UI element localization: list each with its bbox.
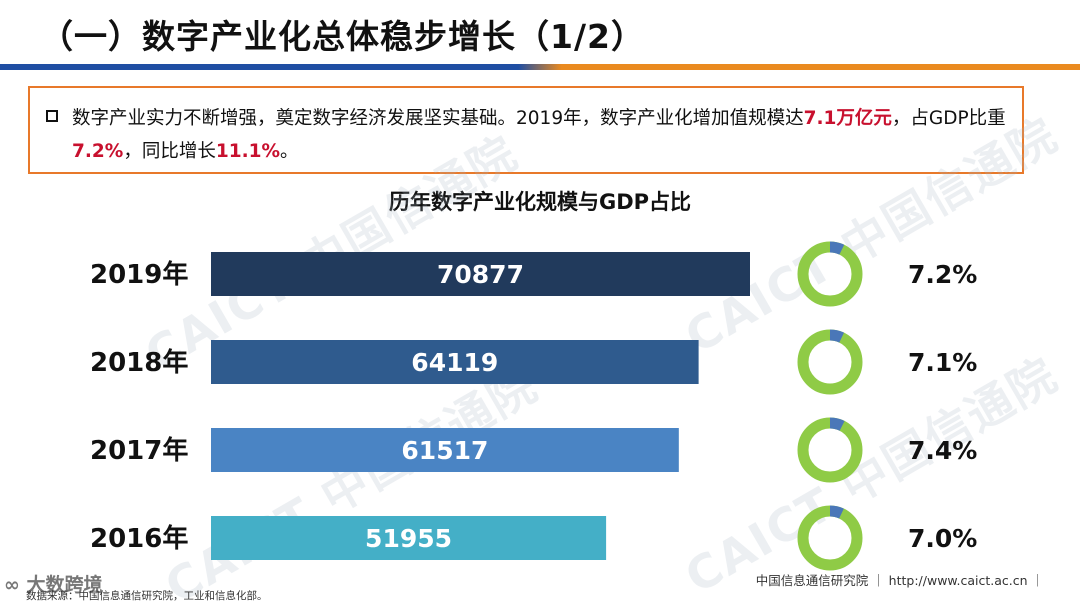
square-bullet-icon <box>46 110 58 122</box>
bar <box>211 252 750 296</box>
summary-part3: ，同比增长 <box>123 141 216 162</box>
footer-source: 数据来源：中国信息通信研究院，工业和信息化部。 <box>26 590 268 602</box>
donut-ring <box>797 241 863 307</box>
donut-share-slice <box>797 329 863 395</box>
bar-value-label: 61517 <box>401 436 488 465</box>
year-label: 2018年 <box>90 347 188 378</box>
bar <box>211 516 607 560</box>
bar-value-label: 64119 <box>411 348 498 377</box>
bar-value-label: 70877 <box>437 260 524 289</box>
summary-box: 数字产业实力不断增强，奠定数字经济发展坚实基础。2019年，数字产业化增加值规模… <box>28 86 1024 174</box>
gdp-share-label: 7.0% <box>908 524 977 553</box>
summary-value-growth: 11.1% <box>215 141 281 162</box>
gdp-share-label: 7.4% <box>908 436 977 465</box>
gdp-share-label: 7.2% <box>908 260 977 289</box>
donut-share-slice <box>797 241 863 307</box>
donut-ring <box>797 329 863 395</box>
summary-value-share: 7.2% <box>72 141 124 162</box>
summary-text: 数字产业实力不断增强，奠定数字经济发展坚实基础。2019年，数字产业化增加值规模… <box>72 102 1012 168</box>
summary-part2: ，占GDP比重 <box>891 108 1006 129</box>
summary-part1: 数字产业实力不断增强，奠定数字经济发展坚实基础。2019年，数字产业化增加值规模… <box>72 108 804 129</box>
chart-title: 历年数字产业化规模与GDP占比 <box>388 190 692 214</box>
bar <box>211 340 699 384</box>
slide-title: （一）数字产业化总体稳步增长（1/2） <box>40 17 645 56</box>
donut-share-slice <box>797 417 863 483</box>
gdp-share-label: 7.1% <box>908 348 977 377</box>
year-label: 2019年 <box>90 259 188 290</box>
donut-ring <box>797 505 863 571</box>
summary-part4: 。 <box>280 141 299 162</box>
year-label: 2016年 <box>90 523 188 554</box>
year-label: 2017年 <box>90 435 188 466</box>
bar-value-label: 51955 <box>365 524 452 553</box>
bar <box>211 428 679 472</box>
summary-value-scale: 7.1万亿元 <box>803 108 892 129</box>
footer-org: 中国信息通信研究院 ｜ http://www.caict.ac.cn ｜ <box>755 573 1044 588</box>
donut-ring <box>797 417 863 483</box>
title-divider <box>0 64 1080 70</box>
donut-share-slice <box>797 505 863 571</box>
footer-logo: ∞ 大数跨境 <box>4 574 103 596</box>
